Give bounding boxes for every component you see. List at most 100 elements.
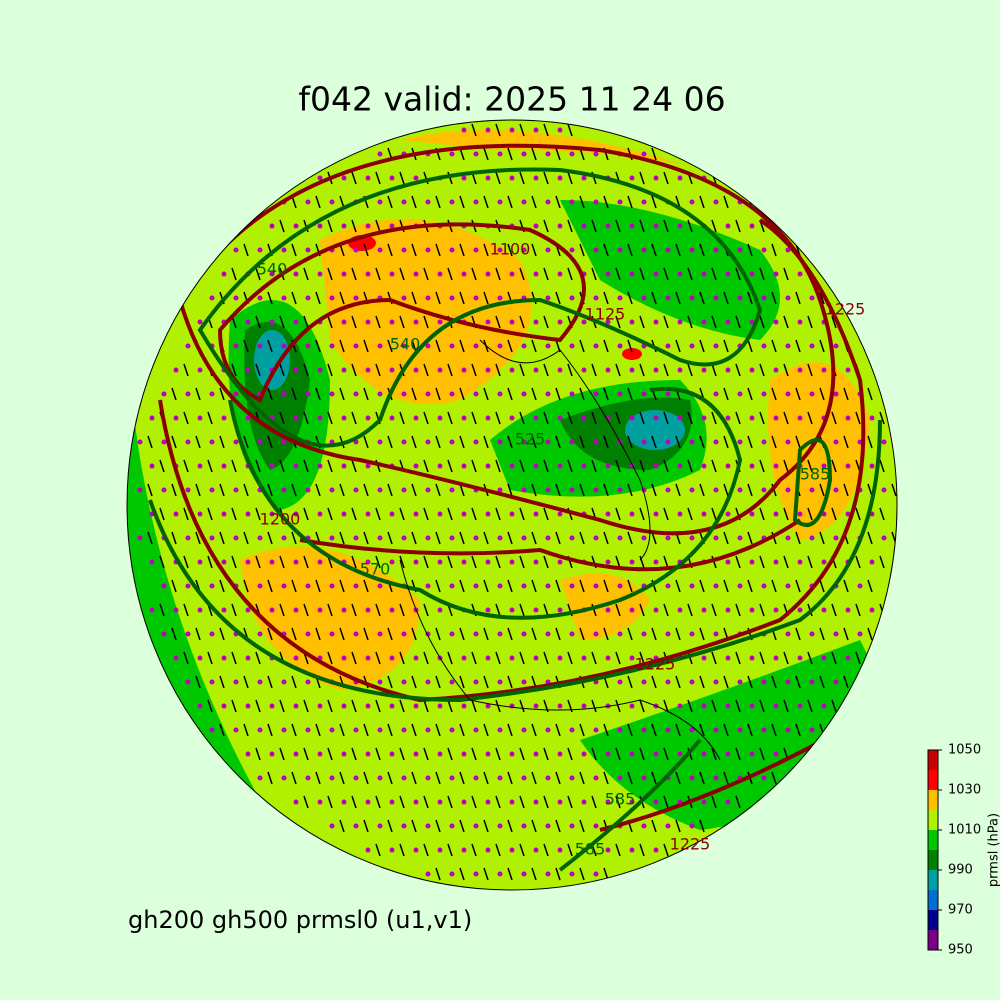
wind-dot [365,415,371,421]
wind-dot [509,559,515,565]
wind-dot [833,343,839,349]
wind-dot [317,751,323,757]
wind-dot [485,799,491,805]
wind-barb [459,195,465,209]
wind-barb [639,219,645,233]
wind-dot [665,247,671,253]
wind-barb [327,747,333,761]
wind-dot [617,487,623,493]
wind-dot [677,367,683,373]
wind-dot [545,727,551,733]
wind-dot [533,175,539,181]
wind-barb [651,675,657,689]
wind-barb [375,555,381,569]
wind-dot [257,775,263,781]
wind-dot [665,439,671,445]
wind-dot [725,703,731,709]
wind-dot [725,415,731,421]
wind-dot [305,631,311,637]
wind-barb [687,363,693,377]
wind-dot [641,151,647,157]
wind-dot [569,871,575,877]
wind-dot [461,127,467,133]
wind-barb [687,603,693,617]
wind-dot [269,607,275,613]
wind-barb [291,483,297,497]
wind-barb [471,699,477,713]
wind-barb [795,435,801,449]
wind-barb [579,195,585,209]
wind-dot [365,511,371,517]
wind-dot [341,319,347,325]
wind-barb [507,243,513,257]
wind-dot [797,607,803,613]
wind-dot [281,583,287,589]
wind-barb [411,819,417,833]
wind-barb [831,315,837,329]
wind-barb [687,699,693,713]
wind-barb [627,243,633,257]
wind-barb [735,555,741,569]
wind-dot [305,487,311,493]
wind-dot [173,655,179,661]
wind-dot [221,559,227,565]
wind-dot [305,199,311,205]
wind-dot [401,343,407,349]
wind-barb [759,747,765,761]
wind-dot [389,319,395,325]
contour [558,738,702,872]
wind-barb [279,219,285,233]
wind-barb [687,459,693,473]
wind-dot [401,199,407,205]
wind-barb [567,363,573,377]
wind-dot [437,367,443,373]
wind-dot [269,559,275,565]
wind-dot [317,607,323,613]
contour [299,518,802,572]
wind-dot [605,607,611,613]
wind-barb [819,483,825,497]
wind-dot [425,391,431,397]
wind-dot [185,535,191,541]
wind-dot [617,631,623,637]
wind-barb [339,387,345,401]
wind-barb [603,579,609,593]
wind-dot [269,463,275,469]
wind-dot [749,655,755,661]
wind-barb [411,675,417,689]
wind-dot [521,583,527,589]
wind-dot [581,175,587,181]
wind-dot [509,463,515,469]
wind-barb [759,459,765,473]
wind-barb [255,651,261,665]
wind-barb [651,627,657,641]
wind-dot [341,223,347,229]
wind-barb [495,699,501,713]
wind-dot [533,703,539,709]
wind-dot [869,415,875,421]
colorbar-segment [928,850,938,870]
wind-barb [543,219,549,233]
wind-dot [533,751,539,757]
wind-dot [593,535,599,541]
wind-dot [413,847,419,853]
wind-barb [435,579,441,593]
wind-barb [447,843,453,857]
wind-barb [351,507,357,521]
wind-dot [689,727,695,733]
wind-barb [723,339,729,353]
wind-barb [567,411,573,425]
wind-dot [797,703,803,709]
wind-barb [735,363,741,377]
wind-dot [149,415,155,421]
wind-dot [425,247,431,253]
wind-dot [485,319,491,325]
wind-dot [449,391,455,397]
wind-barb [291,627,297,641]
wind-dot [773,751,779,757]
wind-barb [507,867,513,881]
wind-dot [845,511,851,517]
wind-dot [821,367,827,373]
wind-barb [543,315,549,329]
wind-dot [305,583,311,589]
